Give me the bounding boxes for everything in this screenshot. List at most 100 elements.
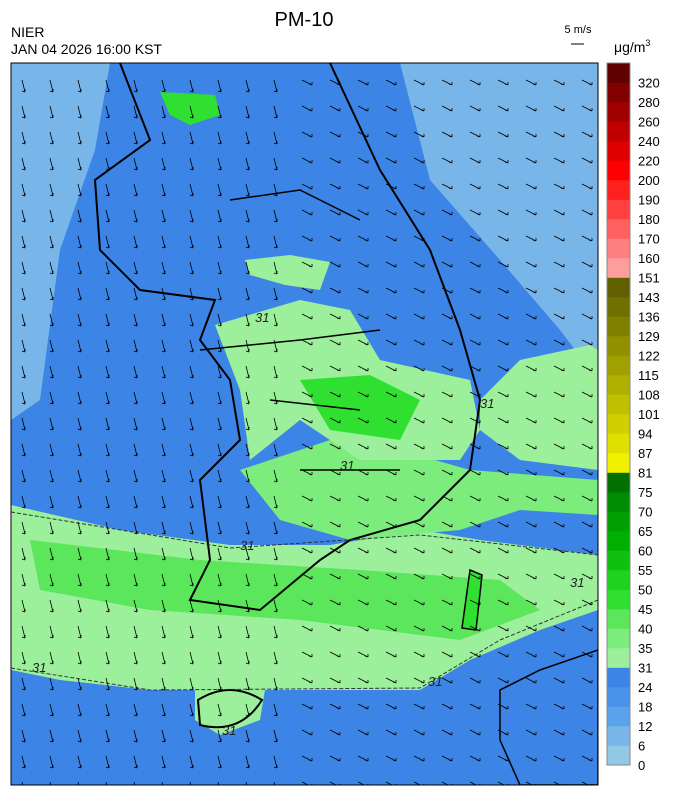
wind-arrow <box>581 183 593 190</box>
wind-arrow <box>413 157 425 164</box>
wind-arrow <box>329 625 341 632</box>
wind-arrow <box>469 469 481 476</box>
wind-arrow <box>469 79 481 86</box>
wind-arrow <box>357 235 369 242</box>
colorbar-tick-label: 6 <box>638 739 645 754</box>
wind-arrow <box>357 599 369 606</box>
wind-arrow <box>49 287 54 301</box>
wind-arrow <box>357 339 369 346</box>
wind-arrow <box>49 469 54 483</box>
wind-arrow <box>273 521 278 535</box>
wind-arrow <box>273 495 278 509</box>
wind-arrow <box>49 313 54 327</box>
contour-label: 31 <box>428 674 442 689</box>
wind-arrow <box>329 495 341 502</box>
wind-arrow <box>49 261 54 275</box>
wind-arrow <box>441 599 453 606</box>
wind-arrow <box>413 391 425 398</box>
wind-arrow <box>329 599 341 606</box>
wind-arrow <box>273 729 278 743</box>
coastline <box>499 649 598 785</box>
wind-arrow <box>161 183 166 197</box>
wind-arrow <box>49 235 54 249</box>
wind-arrow <box>245 365 250 379</box>
unit-sup: 3 <box>645 38 650 48</box>
wind-arrow <box>301 599 313 606</box>
wind-arrow <box>161 417 166 431</box>
wind-arrow <box>21 287 26 301</box>
wind-arrow <box>189 105 194 119</box>
colorbar-tick-label: 81 <box>638 466 652 481</box>
wind-arrow <box>441 235 453 242</box>
wind-arrow <box>49 781 52 785</box>
wind-arrow <box>217 105 222 119</box>
wind-arrow <box>49 443 54 457</box>
wind-arrow <box>105 677 110 691</box>
wind-arrow <box>133 79 138 93</box>
wind-arrow <box>441 495 453 502</box>
wind-arrow <box>497 79 509 86</box>
wind-arrow <box>553 313 565 320</box>
wind-arrow <box>161 209 166 223</box>
wind-arrow <box>217 365 222 379</box>
wind-arrow <box>301 209 313 216</box>
wind-arrow <box>553 573 565 580</box>
wind-arrow <box>273 235 278 249</box>
colorbar-segment <box>607 160 630 181</box>
wind-arrow <box>49 521 54 535</box>
wind-arrow <box>105 599 110 613</box>
sea-area <box>400 63 598 380</box>
wind-arrow <box>217 261 222 275</box>
wind-arrow <box>357 651 369 658</box>
wind-arrow <box>133 209 138 223</box>
wind-arrow <box>525 339 537 346</box>
wind-arrow <box>525 495 537 502</box>
wind-arrow <box>497 313 509 320</box>
wind-arrow <box>413 183 425 190</box>
wind-arrow <box>525 547 537 554</box>
wind-arrow <box>329 313 341 320</box>
wind-arrow <box>105 79 110 93</box>
wind-arrow <box>133 625 138 639</box>
wind-arrow <box>553 729 565 736</box>
wind-arrow <box>357 677 369 684</box>
wind-arrow <box>301 547 313 554</box>
colorbar-tick-label: 151 <box>638 271 660 286</box>
wind-arrow <box>497 105 509 112</box>
wind-arrow <box>301 391 313 398</box>
wind-arrow <box>189 729 194 743</box>
wind-arrow <box>301 651 313 658</box>
wind-arrow <box>469 677 481 684</box>
wind-arrow <box>49 703 54 717</box>
wind-arrow <box>301 443 313 450</box>
wind-arrow <box>217 157 222 171</box>
wind-arrow <box>217 417 222 431</box>
wind-arrow <box>189 599 194 613</box>
wind-arrow <box>133 495 138 509</box>
wind-arrow <box>245 287 250 301</box>
wind-arrow <box>273 469 278 483</box>
wind-arrow <box>329 391 341 398</box>
wind-arrow <box>77 313 82 327</box>
wind-arrow <box>273 677 278 691</box>
wind-arrow <box>525 287 537 294</box>
wind-arrow <box>357 521 369 528</box>
colorbar-tick-label: 108 <box>638 388 660 403</box>
wind-arrow <box>133 755 138 769</box>
wind-arrow <box>385 287 397 294</box>
unit-base: μg/m <box>614 39 645 55</box>
colorbar-segment <box>607 550 630 571</box>
colorbar-tick-label: 45 <box>638 602 652 617</box>
wind-arrow <box>581 599 593 606</box>
wind-arrow <box>413 573 425 580</box>
wind-arrow <box>49 625 54 639</box>
wind-arrow <box>49 417 54 431</box>
wind-arrow <box>301 183 313 190</box>
colorbar-tick-label: 180 <box>638 212 660 227</box>
sea-area <box>11 63 110 420</box>
wind-arrow <box>21 521 26 535</box>
wind-arrow <box>553 209 565 216</box>
wind-arrow <box>497 131 509 138</box>
colorbar-tick-label: 87 <box>638 446 652 461</box>
